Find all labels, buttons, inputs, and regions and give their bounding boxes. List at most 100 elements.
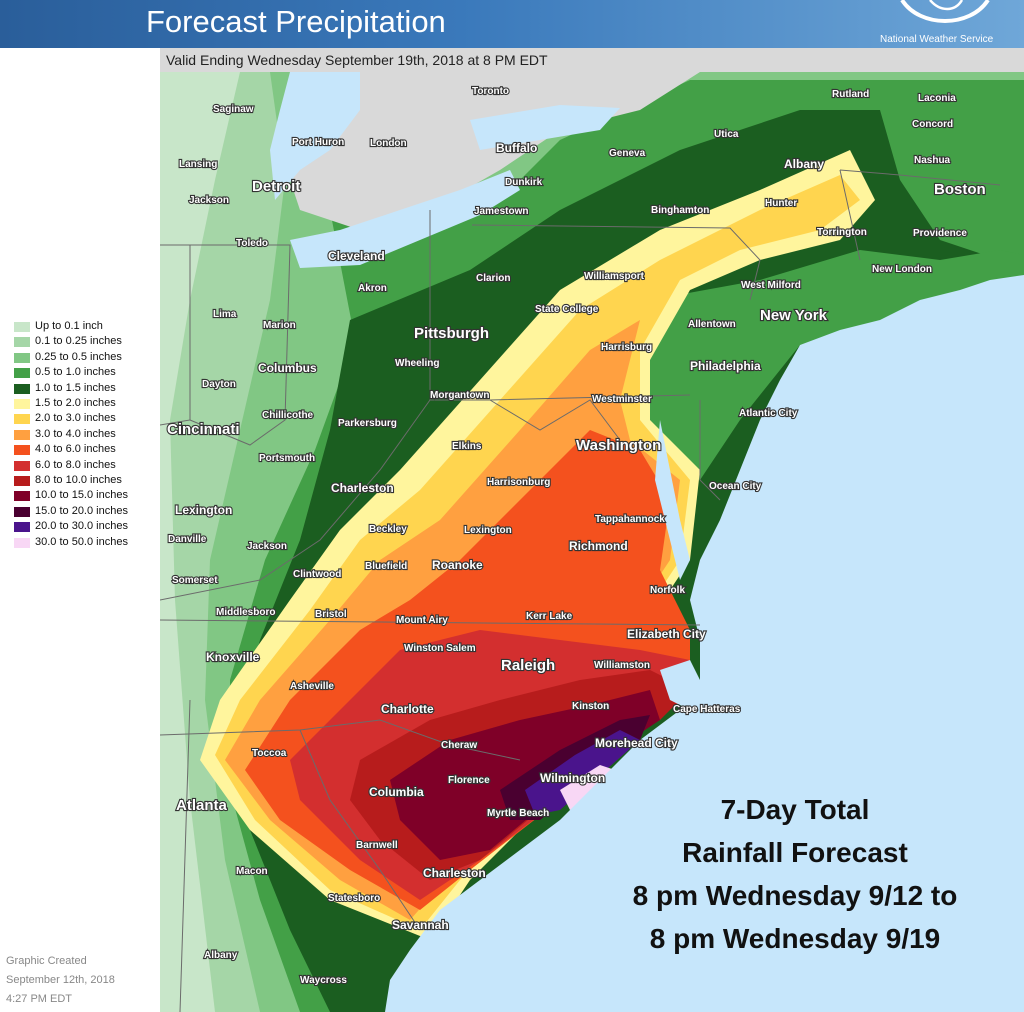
legend-swatch (14, 368, 30, 379)
city-label: Portsmouth (259, 453, 315, 464)
lake-huron (270, 72, 360, 200)
legend-label: 20.0 to 30.0 inches (35, 520, 128, 533)
city-label: Asheville (290, 681, 334, 692)
pamlico-sound (660, 660, 705, 710)
legend-label: 2.0 to 3.0 inches (35, 412, 116, 425)
city-label: Albany (784, 157, 824, 171)
city-label: Morehead City (595, 736, 678, 750)
city-label: Chillicothe (262, 410, 314, 421)
city-label: Harrisonburg (487, 477, 550, 488)
city-label: Pittsburgh (414, 325, 489, 342)
precip-zone-30.0-50.0 (560, 765, 615, 810)
city-label: Port Huron (292, 137, 344, 148)
city-label: Danville (168, 534, 207, 545)
city-label: Cape Hatteras (673, 704, 741, 715)
legend-swatch (14, 399, 30, 409)
legend-label: 1.0 to 1.5 inches (35, 381, 116, 394)
legend-label: 15.0 to 20.0 inches (35, 504, 128, 517)
city-label: Charlotte (381, 702, 434, 716)
legend-swatch (14, 445, 30, 456)
legend-swatch (14, 337, 30, 348)
city-label: Jackson (247, 541, 287, 552)
city-label: State College (535, 304, 599, 315)
created-line-1: Graphic Created (6, 955, 87, 967)
city-label: Clarion (476, 273, 510, 284)
city-label: Albany (204, 950, 238, 961)
city-label: Binghamton (651, 205, 709, 216)
legend-swatch (14, 506, 30, 517)
city-label: Detroit (252, 178, 300, 195)
legend-label: 6.0 to 8.0 inches (35, 458, 116, 471)
lake-ontario (470, 105, 620, 150)
title-line-1: 7-Day Total (720, 794, 870, 825)
city-label: Saginaw (213, 104, 254, 115)
graphic-created: Graphic Created September 12th, 2018 4:2… (6, 952, 115, 1009)
legend-swatch (14, 322, 30, 332)
legend-swatch (14, 414, 30, 425)
legend-swatch (14, 429, 30, 440)
city-label: Barnwell (356, 840, 398, 851)
legend-label: 10.0 to 15.0 inches (35, 489, 128, 502)
page-title: Forecast Precipitation (146, 4, 446, 39)
city-label: Nashua (914, 155, 951, 166)
city-label: Jackson (189, 195, 229, 206)
city-label: Macon (236, 866, 268, 877)
city-label: Wilmington (540, 771, 605, 785)
city-label: Marion (263, 320, 296, 331)
city-label: Charleston (423, 866, 486, 880)
title-line-4: 8 pm Wednesday 9/19 (649, 923, 941, 954)
title-line-3: 8 pm Wednesday 9/12 to (632, 880, 958, 911)
legend-swatch (14, 352, 30, 363)
city-label: Richmond (569, 539, 628, 553)
city-label: Dayton (202, 379, 236, 390)
legend-label: 0.1 to 0.25 inches (35, 335, 122, 348)
created-line-2: September 12th, 2018 (6, 974, 115, 986)
city-label: Columbia (369, 785, 424, 799)
city-label: Mount Airy (396, 615, 448, 626)
city-label: Elizabeth City (627, 627, 706, 641)
city-label: Toccoa (252, 748, 287, 759)
city-label: Lima (213, 309, 237, 320)
city-label: Williamsport (584, 271, 645, 282)
city-label: Providence (913, 228, 967, 239)
legend-label: 30.0 to 50.0 inches (35, 535, 128, 548)
created-line-3: 4:27 PM EDT (6, 993, 73, 1005)
city-label: Torrington (817, 227, 867, 238)
city-label: Laconia (918, 93, 956, 104)
city-label: Bristol (315, 609, 347, 620)
city-label: Raleigh (501, 657, 555, 674)
city-label: Toledo (236, 238, 268, 249)
city-label: Middlesboro (216, 607, 275, 618)
state-borders (160, 169, 1001, 1012)
city-label: Beckley (369, 524, 407, 535)
city-label: Rutland (832, 89, 869, 100)
precip-zone-20.0-30.0 (525, 730, 640, 815)
city-label: New London (872, 264, 932, 275)
city-label: Cleveland (328, 249, 385, 263)
city-label: Jamestown (474, 206, 528, 217)
city-label: Statesboro (328, 893, 380, 904)
city-label: Knoxville (206, 650, 260, 664)
city-label: Elkins (452, 441, 482, 452)
city-label: Washington (576, 437, 661, 454)
city-label: Morgantown (430, 390, 489, 401)
valid-time-text: Valid Ending Wednesday September 19th, 2… (166, 52, 548, 68)
legend-label: Up to 0.1 inch (35, 320, 103, 332)
city-label: Akron (358, 283, 387, 294)
forecast-title-block: 7-Day Total Rainfall Forecast 8 pm Wedne… (560, 788, 1024, 960)
city-label: Hunter (765, 198, 797, 209)
city-label: Boston (934, 181, 986, 198)
city-label: Tappahannock (595, 514, 665, 525)
city-label: New York (760, 307, 828, 324)
city-label: Florence (448, 775, 490, 786)
city-label: Cheraw (441, 740, 477, 751)
city-label: Roanoke (432, 558, 483, 572)
city-label: Myrtle Beach (487, 808, 549, 819)
city-label: Harrisburg (601, 342, 652, 353)
city-label: Williamston (594, 660, 650, 671)
chesapeake-bay (655, 420, 690, 580)
city-label: West Milford (741, 280, 801, 291)
legend-label: 4.0 to 6.0 inches (35, 443, 116, 456)
legend-label: 1.5 to 2.0 inches (35, 397, 116, 409)
city-label: Winston Salem (404, 643, 476, 654)
